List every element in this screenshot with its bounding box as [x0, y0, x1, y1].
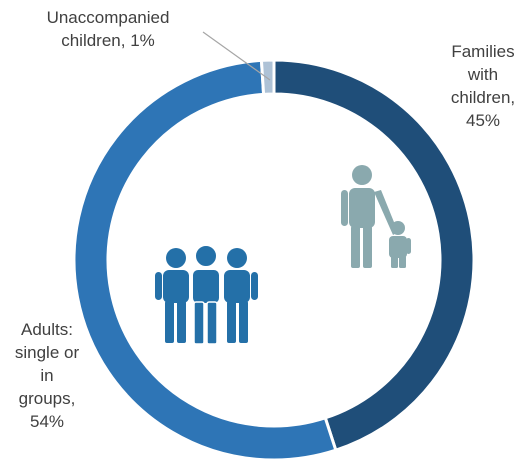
label-line: groups, [18, 389, 76, 408]
data-label-unaccompanied-children: Unaccompanied children, 1% [8, 6, 208, 52]
label-line: Adults: [21, 320, 73, 339]
label-line: 45% [465, 111, 501, 130]
label-line: in [40, 366, 54, 385]
label-line: with [467, 65, 499, 84]
label-line: Families [451, 42, 515, 61]
label-line: Unaccompanied [46, 8, 170, 27]
label-line: children, 1% [61, 31, 155, 50]
group-of-three-adults-icon [155, 244, 258, 345]
label-line: single or [14, 343, 80, 362]
leader-line-unaccompanied [202, 31, 271, 81]
donut-slices [72, 58, 476, 462]
label-line: children, [450, 88, 516, 107]
data-label-families-with-children: Families with children, 45% [436, 40, 530, 132]
label-line: 54% [29, 412, 65, 431]
slice-unaccompanied-children [259, 58, 276, 96]
parent-with-child-icon [341, 165, 411, 268]
data-label-adults: Adults: single or in groups, 54% [0, 318, 94, 433]
slice-adults-single-or-in-groups [72, 58, 338, 462]
